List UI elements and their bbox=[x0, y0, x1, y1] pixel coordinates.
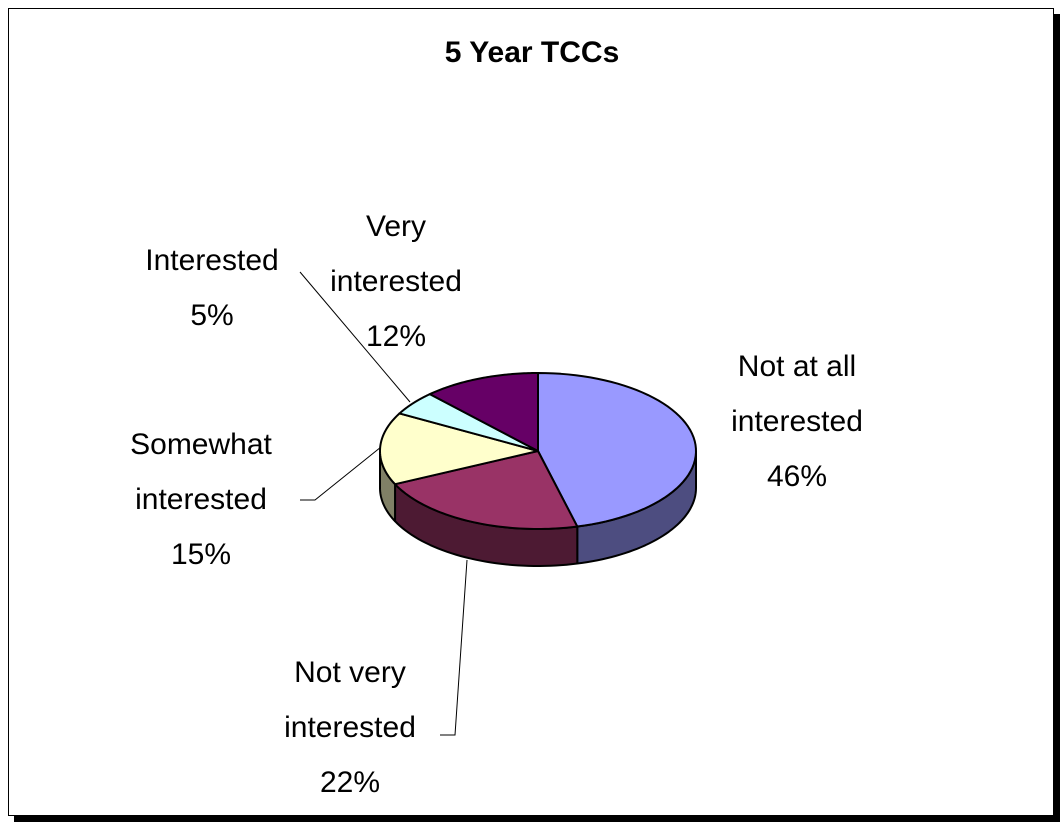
data-label-value: 46% bbox=[766, 460, 828, 493]
data-label-value: 22% bbox=[319, 766, 381, 799]
data-label-name: Interested bbox=[145, 244, 279, 277]
data-label-value: 5% bbox=[190, 299, 234, 332]
slice bbox=[428, 372, 539, 452]
data-label-name: Not very interested bbox=[284, 656, 416, 744]
leader-line bbox=[300, 446, 382, 501]
slice bbox=[394, 450, 579, 530]
data-label-name: Not at all interested bbox=[731, 350, 863, 438]
slice bbox=[379, 412, 539, 486]
pie-tops bbox=[379, 372, 697, 530]
chart-title: 5 Year TCCs bbox=[444, 36, 620, 69]
slice bbox=[398, 393, 539, 452]
data-label-name: Very interested bbox=[330, 210, 462, 298]
leader-line bbox=[299, 271, 411, 403]
data-label-value: 12% bbox=[365, 320, 427, 353]
data-label-value: 15% bbox=[170, 538, 232, 571]
leader-line bbox=[440, 559, 468, 736]
data-label-name: Somewhat interested bbox=[130, 428, 272, 516]
slice bbox=[537, 372, 697, 528]
